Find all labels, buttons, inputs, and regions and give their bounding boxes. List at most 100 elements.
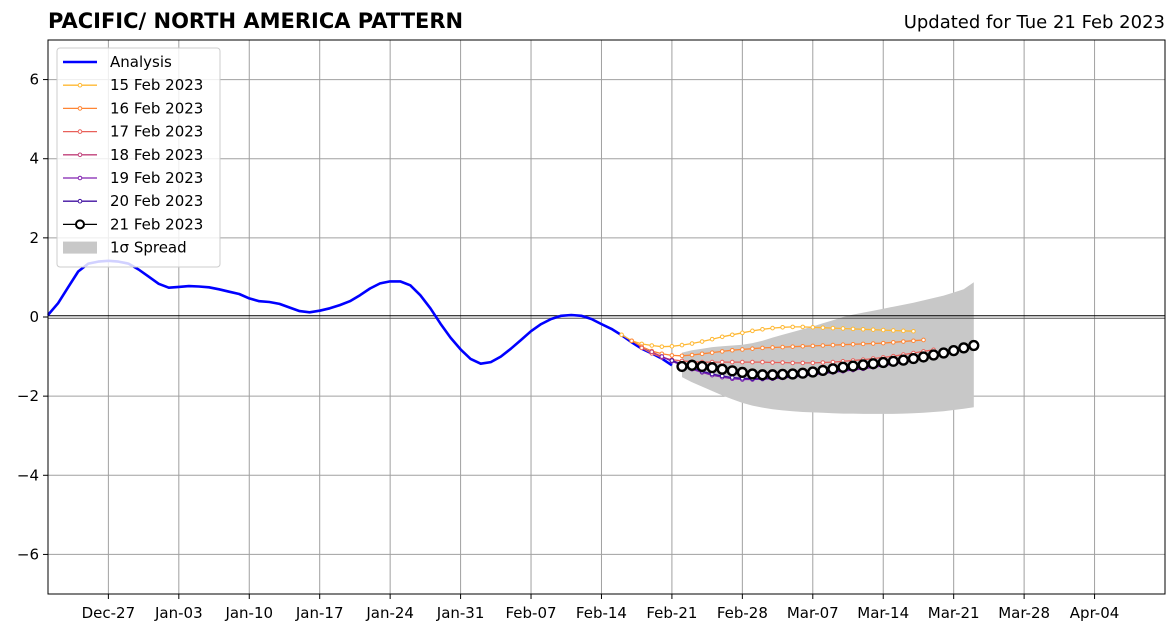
legend-swatch-marker: [77, 152, 83, 158]
spread-band: [682, 282, 974, 414]
x-tick-label: Feb-21: [646, 604, 697, 622]
forecast-point: [659, 344, 665, 349]
forecast-point: [901, 339, 906, 344]
forecast-point: [880, 327, 886, 333]
chart-subtitle: Updated for Tue 21 Feb 2023: [903, 12, 1165, 33]
forecast-point: [619, 332, 624, 338]
forecast-point: [649, 343, 655, 348]
forecast-point: [709, 336, 715, 342]
forecast-point: [750, 328, 755, 334]
forecast-point: [911, 338, 916, 344]
legend-label: 17 Feb 2023: [110, 123, 203, 141]
forecast-point: [639, 345, 645, 351]
forecast-point: [800, 343, 806, 349]
forecast-point: [729, 359, 735, 365]
forecast-point: [880, 340, 886, 346]
forecast-point: [689, 352, 695, 358]
forecast-point: [679, 353, 685, 359]
legend-label: 1σ Spread: [110, 239, 187, 257]
forecast-point: [968, 339, 980, 352]
forecast-point: [827, 363, 839, 375]
forecast-point: [716, 363, 728, 375]
grid-lines: [48, 40, 1165, 594]
forecast-point: [800, 360, 806, 366]
x-tick-label: Feb-07: [505, 604, 556, 622]
x-tick-label: Jan-10: [224, 604, 273, 622]
x-tick-label: Jan-31: [436, 604, 485, 622]
forecast-point: [817, 364, 829, 377]
forecast-point: [770, 325, 775, 331]
forecast-point: [860, 326, 866, 332]
forecast-point: [870, 327, 876, 332]
legend-box: [56, 47, 221, 268]
forecast-point: [850, 342, 856, 347]
forecast-point: [669, 353, 675, 358]
forecast-point: [770, 345, 775, 350]
forecast-point: [649, 349, 655, 355]
forecast-point: [927, 349, 940, 361]
forecast-point: [709, 350, 715, 355]
forecast-point: [810, 360, 816, 366]
forecast-point: [797, 367, 809, 379]
forecast-point: [729, 347, 735, 353]
forecast-point: [890, 328, 896, 333]
legend-label: Analysis: [110, 53, 172, 71]
analysis-line: [47, 259, 673, 367]
forecast-point: [780, 360, 785, 365]
forecast-point: [659, 354, 665, 359]
forecast-point: [676, 360, 688, 373]
spread-area: [682, 282, 974, 414]
legend-label: 19 Feb 2023: [110, 169, 203, 187]
forecast-point: [770, 360, 775, 365]
forecast-point: [726, 365, 738, 377]
forecast-point: [679, 342, 685, 348]
x-tick-label: Jan-03: [154, 604, 203, 622]
legend-label: 15 Feb 2023: [110, 76, 203, 94]
forecast-point: [777, 368, 789, 380]
forecast-point: [740, 347, 745, 352]
forecast-point: [719, 334, 725, 340]
legend-label: 16 Feb 2023: [110, 99, 203, 117]
forecast-point: [706, 362, 718, 374]
forecast-point: [907, 352, 920, 365]
forecast-point: [629, 338, 634, 344]
forecast-point: [860, 341, 866, 347]
y-tick-label: 2: [29, 229, 39, 247]
forecast-point: [699, 339, 705, 344]
forecast-point: [897, 354, 909, 366]
forecast-point: [820, 343, 826, 348]
legend-swatch-spread: [63, 241, 97, 254]
forecast-point: [790, 344, 795, 349]
forecast-point: [719, 349, 725, 354]
x-tick-label: Mar-28: [998, 604, 1050, 622]
x-tick-label: Jan-17: [295, 604, 344, 622]
forecast-point: [901, 328, 906, 334]
forecast-point: [760, 359, 765, 365]
legend-swatch-marker: [77, 82, 83, 88]
x-tick-label: Mar-21: [928, 604, 980, 622]
forecast-point: [790, 360, 795, 366]
forecast-point: [686, 359, 698, 371]
forecast-point: [669, 343, 675, 349]
legend-label: 21 Feb 2023: [110, 215, 203, 233]
forecast-point: [870, 341, 876, 346]
forecast-point: [740, 359, 745, 365]
y-tick-label: 0: [29, 308, 39, 326]
y-tick-label: −6: [17, 545, 39, 563]
legend-swatch-marker: [77, 198, 83, 204]
chart-title: PACIFIC/ NORTH AMERICA PATTERN: [48, 9, 464, 33]
forecast-point: [689, 341, 695, 346]
forecast-point: [820, 360, 826, 365]
forecast-point: [787, 368, 799, 380]
forecast-point: [938, 347, 950, 359]
tick-labels: Dec-27 Jan-03 Jan-10 Jan-17 Jan-24 Jan-31 Feb-…: [17, 71, 1119, 622]
legend-label: 20 Feb 2023: [110, 192, 203, 210]
forecast-point: [820, 325, 826, 330]
x-tick-label: Feb-28: [717, 604, 768, 622]
forecast-point: [847, 360, 859, 372]
forecast-point: [857, 359, 869, 371]
forecast-point: [750, 346, 755, 351]
legend: Analysis 15 Feb 2023 16 Feb 2023 17 Feb 202…: [56, 47, 221, 268]
series-lines: [47, 259, 980, 382]
legend-label: 18 Feb 2023: [110, 146, 203, 164]
